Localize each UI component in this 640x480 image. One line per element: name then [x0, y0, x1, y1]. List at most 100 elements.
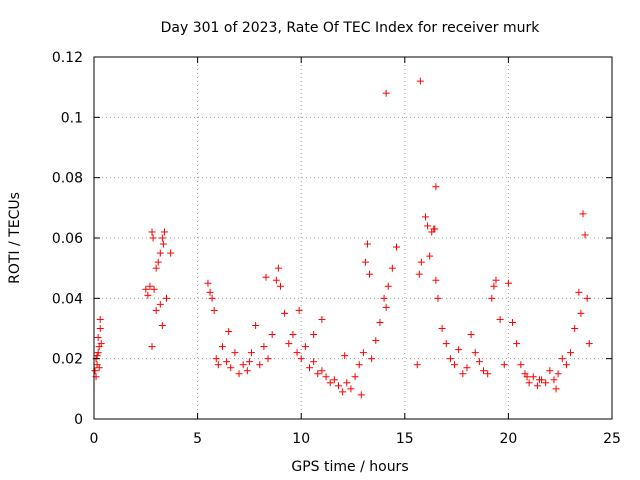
- data-point: [546, 367, 554, 375]
- data-point: [276, 282, 284, 290]
- data-point: [463, 364, 471, 372]
- data-point: [148, 228, 156, 236]
- data-point: [281, 309, 289, 317]
- data-point: [581, 231, 589, 239]
- data-point: [268, 331, 276, 339]
- data-point: [471, 349, 479, 357]
- data-point: [480, 367, 488, 375]
- data-point: [94, 349, 102, 357]
- data-point: [416, 77, 424, 85]
- data-point: [426, 252, 434, 260]
- data-point: [523, 373, 531, 381]
- data-point: [95, 364, 103, 372]
- data-point: [413, 361, 421, 369]
- x-tick-label: 15: [396, 431, 414, 447]
- data-point: [156, 249, 164, 257]
- data-point: [274, 264, 282, 272]
- data-point: [322, 373, 330, 381]
- y-tick-label: 0.04: [52, 291, 83, 307]
- data-point: [496, 315, 504, 323]
- data-point: [326, 379, 334, 387]
- data-point: [210, 306, 218, 314]
- data-point: [529, 373, 537, 381]
- data-point: [310, 331, 318, 339]
- data-points: [91, 77, 593, 399]
- data-point: [96, 325, 104, 332]
- data-point: [154, 258, 162, 266]
- data-point: [341, 352, 349, 360]
- data-point: [431, 225, 439, 233]
- data-point: [334, 382, 342, 390]
- data-point: [347, 385, 355, 393]
- x-tick-label: 10: [292, 431, 310, 447]
- data-point: [239, 361, 247, 369]
- data-point: [158, 321, 166, 329]
- data-point: [142, 285, 150, 293]
- data-point: [422, 213, 430, 221]
- data-point: [451, 361, 459, 369]
- data-point: [245, 358, 253, 366]
- y-tick-label: 0.06: [52, 231, 83, 247]
- data-point: [256, 361, 264, 369]
- y-tick-label: 0.08: [52, 171, 83, 187]
- data-point: [94, 334, 102, 342]
- data-point: [297, 355, 305, 363]
- data-point: [97, 340, 105, 348]
- data-point: [93, 352, 101, 360]
- data-point: [206, 288, 214, 296]
- data-point: [289, 331, 297, 339]
- data-point: [432, 183, 440, 191]
- data-point: [446, 355, 454, 363]
- data-point: [467, 331, 475, 339]
- data-point: [355, 361, 363, 369]
- data-point: [579, 210, 587, 218]
- y-tick-label: 0.1: [61, 110, 83, 126]
- data-point: [318, 367, 326, 375]
- data-point: [583, 294, 591, 302]
- data-point: [455, 346, 463, 354]
- x-axis-ticks: 0 5 10 15 20 25: [90, 57, 621, 447]
- x-tick-label: 25: [603, 431, 621, 447]
- data-point: [484, 370, 492, 378]
- data-point: [368, 355, 376, 363]
- data-point: [504, 279, 512, 287]
- data-point: [252, 321, 260, 329]
- data-point: [159, 240, 167, 248]
- data-point: [432, 276, 440, 284]
- data-point: [492, 276, 500, 284]
- data-point: [204, 279, 212, 287]
- data-point: [96, 315, 104, 323]
- data-point: [243, 367, 251, 375]
- data-point: [417, 258, 425, 266]
- y-axis-ticks: 0 0.02 0.04 0.06 0.08 0.1 0.12: [52, 50, 612, 428]
- data-point: [262, 273, 270, 281]
- data-point: [357, 391, 365, 399]
- data-point: [393, 243, 401, 251]
- data-point: [158, 234, 166, 242]
- data-point: [380, 294, 388, 302]
- data-point: [361, 258, 369, 266]
- data-point: [372, 337, 380, 345]
- data-point: [351, 373, 359, 381]
- data-point: [585, 340, 593, 348]
- data-point: [459, 370, 467, 378]
- data-point: [577, 309, 585, 317]
- y-tick-label: 0: [74, 412, 83, 428]
- data-point: [567, 349, 575, 357]
- data-point: [264, 355, 272, 363]
- data-point: [554, 370, 562, 378]
- data-point: [376, 318, 384, 326]
- data-point: [149, 234, 157, 242]
- data-point: [339, 388, 347, 396]
- data-point: [517, 361, 525, 369]
- data-point: [513, 340, 521, 348]
- x-tick-label: 20: [499, 431, 517, 447]
- data-point: [424, 222, 432, 230]
- data-point: [225, 328, 233, 336]
- data-point: [552, 385, 560, 393]
- data-point: [231, 349, 239, 357]
- data-point: [272, 276, 280, 284]
- grid-lines: [94, 57, 612, 419]
- data-point: [91, 367, 99, 375]
